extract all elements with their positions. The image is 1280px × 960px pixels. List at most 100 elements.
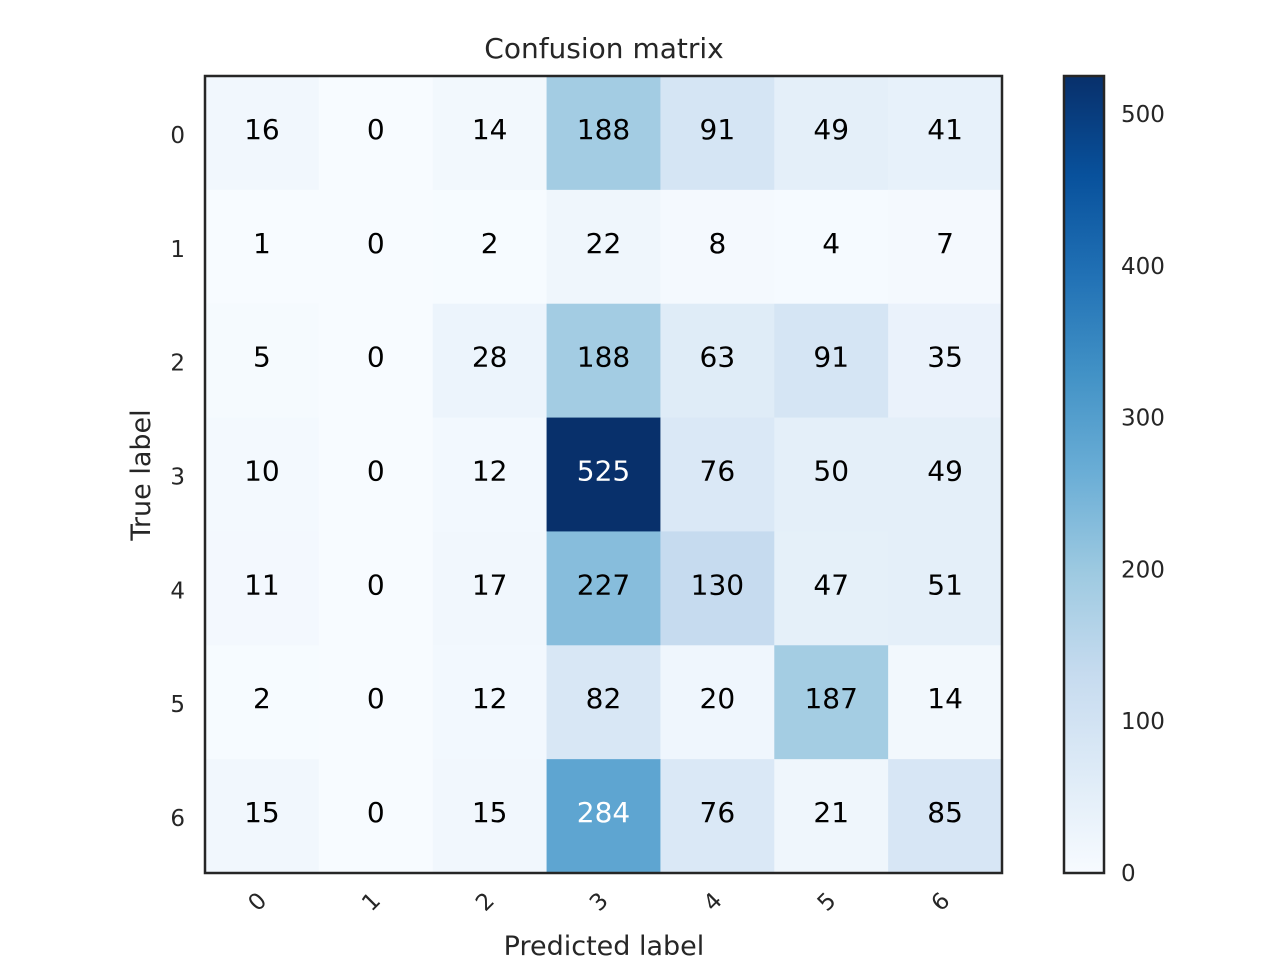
cell-value-label: 63 [700,341,736,374]
heatmap-cell [660,76,775,191]
heatmap-cell [774,189,889,305]
x-tick-label: 5 [813,888,842,917]
cell-value-label: 47 [813,568,849,601]
heatmap-cell [205,645,320,760]
cell-value-label: 14 [472,113,508,146]
colorbar-tick-label: 500 [1121,102,1165,128]
colorbar-tick-label: 100 [1121,709,1165,735]
heatmap-cell [546,759,661,874]
heatmap-cell [432,189,548,305]
heatmap-cell [888,531,1003,646]
y-tick-label: 1 [170,237,185,263]
heatmap-cell [774,303,889,419]
cell-value-label: 12 [472,455,508,488]
x-tick-label: 6 [927,888,956,917]
x-tick-label: 1 [357,888,386,917]
heatmap-cell [205,759,320,874]
cell-value-label: 5 [253,341,271,374]
heatmap-cell [546,417,661,532]
heatmap-cell [774,76,889,191]
heatmap-cell [205,417,320,532]
cell-value-label: 0 [367,796,385,829]
heatmap-cell [546,531,661,646]
cell-value-label: 85 [927,796,963,829]
y-tick-labels: 0 1 2 3 4 5 6 [170,123,185,832]
cell-value-label: 41 [927,113,963,146]
y-tick-label: 5 [170,692,185,718]
cell-value-label: 14 [927,682,963,715]
heatmap-cell [660,189,775,305]
cell-value-label: 20 [700,682,736,715]
heatmap-cell [888,417,1003,532]
y-tick-label: 2 [170,351,185,377]
cell-value-label: 1 [253,227,271,260]
heatmap-cell [546,303,661,419]
colorbar-tick-labels: 0 100 200 300 400 500 [1121,102,1165,887]
cell-value-label: 11 [244,568,280,601]
heatmap-cell [888,76,1003,191]
cell-value-label: 0 [367,455,385,488]
heatmap-cell [774,645,889,760]
heatmap-cell [205,303,320,419]
heatmap-cell [318,76,434,191]
heatmap-cell [318,417,434,532]
heatmap-cell [205,76,320,191]
y-tick-label: 0 [170,123,185,149]
heatmap-cell [432,417,548,532]
heatmap-cell [318,645,434,760]
colorbar [1062,74,1106,875]
heatmap-cell [432,531,548,646]
cell-value-label: 22 [586,227,622,260]
heatmap-cell [432,759,548,874]
heatmap-cell [205,531,320,646]
heatmap-cell [660,531,775,646]
heatmap-cell [660,303,775,419]
heatmap-cell [432,303,548,419]
heatmap-cell [774,531,889,646]
heatmap-cell [660,759,775,874]
heatmap-cell [318,303,434,419]
cell-value-label: 2 [481,227,499,260]
cell-value-label: 10 [244,455,280,488]
heatmap-cell [774,759,889,874]
x-tick-label: 3 [585,888,614,917]
cell-value-label: 525 [577,455,630,488]
cell-value-label: 188 [577,341,630,374]
cell-value-label: 4 [822,227,840,260]
x-tick-label: 2 [471,888,500,917]
heatmap-cell [888,303,1003,419]
colorbar-tick-label: 0 [1121,861,1136,887]
cell-value-label: 82 [586,682,622,715]
cell-value-label: 76 [700,796,736,829]
cell-value-label: 187 [804,682,857,715]
y-tick-label: 3 [170,465,185,491]
plot-frame [203,74,1004,875]
cell-value-label: 0 [367,568,385,601]
heatmap-cell [546,645,661,760]
cell-value-label: 35 [927,341,963,374]
heatmap-cell [660,645,775,760]
cell-value-label: 7 [936,227,954,260]
heatmap-cell [546,76,661,191]
heatmap-cell [318,759,434,874]
x-tick-labels: 0 1 2 3 4 5 6 [243,888,955,917]
cell-value-label: 50 [813,455,849,488]
cell-value-label: 21 [813,796,849,829]
cell-value-label: 16 [244,113,280,146]
cell-value-label: 0 [367,682,385,715]
heatmap-cell [888,189,1003,305]
heatmap-cell [660,417,775,532]
x-tick-label: 0 [243,888,272,917]
x-axis-label: Predicted label [504,931,705,960]
y-tick-label: 4 [170,578,185,604]
heatmap-cell [888,759,1003,874]
cell-value-label: 284 [577,796,630,829]
colorbar-tick-label: 300 [1121,406,1165,432]
cell-value-label: 17 [472,568,508,601]
cell-value-label: 8 [708,227,726,260]
cell-value-label: 91 [813,341,849,374]
cell-value-label: 51 [927,568,963,601]
heatmap-cell [205,189,320,305]
